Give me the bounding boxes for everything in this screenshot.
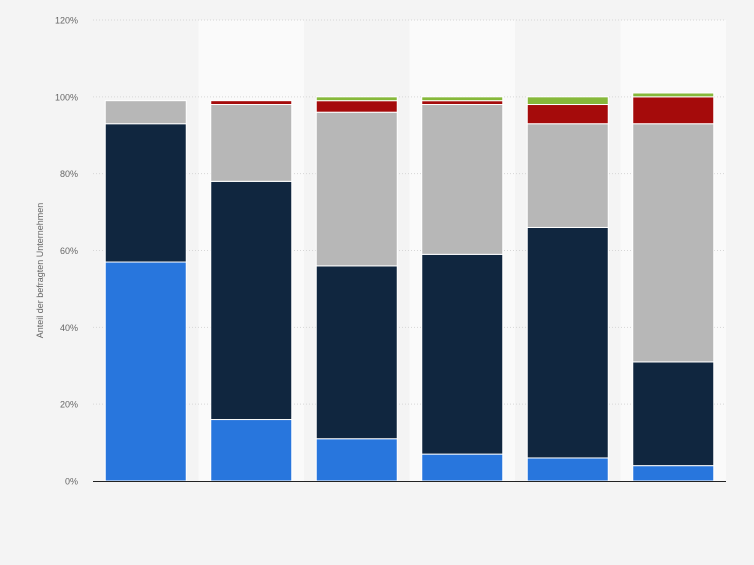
bar-segment (315, 438, 398, 482)
bars (104, 92, 715, 482)
bar-segment (315, 265, 398, 440)
bar-segment (210, 104, 293, 182)
bar-segment (210, 180, 293, 421)
bar-segment (632, 361, 715, 467)
bar-segment (421, 96, 504, 102)
bar-segment (632, 123, 715, 363)
bar-segment (632, 96, 715, 125)
bar-segment (104, 100, 187, 125)
y-tick-label: 40% (60, 323, 78, 333)
bar-segment (315, 96, 398, 102)
y-tick-label: 100% (55, 92, 78, 102)
y-tick-labels: 0% 20% 40% 60% 80% 100% 120% (55, 16, 78, 487)
gridlines (93, 19, 726, 405)
bar-segment (526, 96, 609, 106)
bar-segment (632, 465, 715, 482)
bar-segment (421, 100, 504, 106)
y-tick-label: 120% (55, 16, 78, 26)
bar-segment (210, 419, 293, 482)
y-tick-label: 80% (60, 169, 78, 179)
bar-segment (632, 92, 715, 98)
bar-segment (210, 100, 293, 106)
bar-segment (421, 104, 504, 255)
bar-segment (526, 123, 609, 228)
bar-segment (104, 261, 187, 482)
bar-segment (526, 457, 609, 482)
bar-segment (421, 253, 504, 455)
bar-segment (421, 453, 504, 482)
y-tick-label: 20% (60, 400, 78, 410)
bar-segment (315, 100, 398, 113)
bar-segment (315, 111, 398, 267)
y-tick-label: 60% (60, 246, 78, 256)
bar-segment (104, 123, 187, 263)
bar-segment (526, 104, 609, 125)
bar-segment (526, 226, 609, 459)
y-axis-label: Anteil der befragten Unternehmen (35, 203, 45, 339)
y-tick-label: 0% (65, 477, 78, 487)
